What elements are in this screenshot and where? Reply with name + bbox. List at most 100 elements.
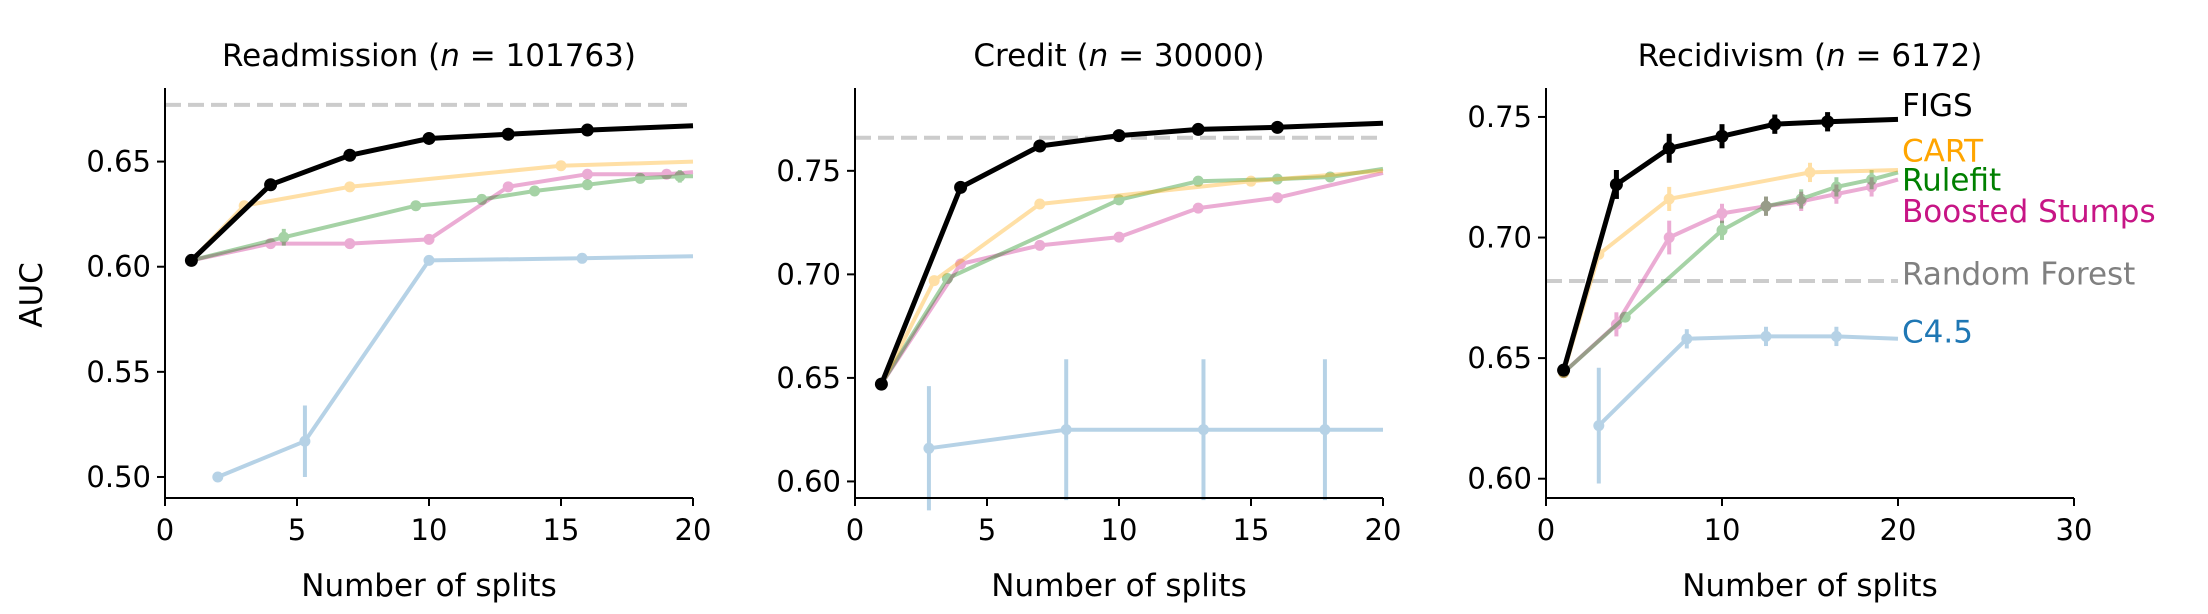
series-figs (874, 120, 1384, 391)
data-point (501, 127, 515, 141)
data-point (1866, 181, 1878, 193)
legend-random-forest: Random Forest (1902, 257, 2135, 293)
data-point (212, 471, 224, 483)
x-tick-label: 5 (288, 513, 306, 547)
y-tick-label: 0.65 (1467, 341, 1532, 375)
y-tick-label: 0.65 (776, 361, 841, 395)
series-line-c4-5 (217, 254, 694, 479)
data-point (1113, 194, 1125, 206)
data-point (581, 179, 593, 191)
data-point (576, 252, 588, 264)
data-point (1662, 141, 1676, 155)
x-tick-label: 20 (1880, 513, 1917, 547)
data-point (423, 254, 435, 266)
data-point (264, 178, 278, 192)
data-point (1112, 129, 1126, 143)
series-line-boosted-stumps (879, 170, 1384, 386)
data-point (410, 200, 422, 212)
data-point (1795, 195, 1807, 207)
data-point (923, 442, 935, 454)
data-point (1681, 333, 1693, 345)
series-line-cart (879, 168, 1384, 386)
data-point (423, 233, 435, 245)
chart-title: Readmission (n = 101763) (222, 38, 636, 74)
data-point (580, 123, 594, 137)
data-point (1610, 318, 1622, 330)
data-point (1619, 311, 1631, 323)
x-tick-label: 15 (543, 513, 580, 547)
data-point (1795, 193, 1807, 205)
data-point (1663, 193, 1675, 205)
legend-figs: FIGS (1902, 88, 1973, 124)
data-point (1060, 424, 1072, 436)
data-point (422, 131, 436, 145)
legend-c4-5: C4.5 (1902, 315, 1973, 351)
data-point (928, 275, 940, 287)
data-point (344, 181, 356, 193)
chart-title: Credit (n = 30000) (973, 38, 1264, 74)
x-axis-label: Number of splits (301, 568, 556, 604)
series-line-figs (879, 120, 1384, 386)
legend-boosted-stumps: Boosted Stumps (1902, 194, 2156, 230)
series-line-c4-5 (1597, 334, 1899, 428)
data-point (1271, 173, 1283, 185)
data-point (1609, 177, 1623, 191)
data-point (1715, 129, 1729, 143)
data-point (1557, 363, 1571, 377)
x-tick-label: 0 (156, 513, 174, 547)
data-point (1593, 420, 1605, 432)
data-point (1768, 117, 1782, 131)
data-point (1866, 174, 1878, 186)
data-point (1830, 188, 1842, 200)
chart-panels: Readmission (n = 101763) 0 5 10 15 20 0.50 0.55… (86, 38, 2155, 604)
x-tick-label: 0 (1537, 513, 1555, 547)
data-point (1033, 139, 1047, 153)
chart-title: Recidivism (n = 6172) (1638, 38, 1983, 74)
data-point (1760, 330, 1772, 342)
data-point (1192, 202, 1204, 214)
data-point (1192, 175, 1204, 187)
chart-panel-2: Credit (n = 30000) 0 5 10 15 20 0.60 0.65 0.70 0.… (776, 38, 1401, 604)
data-point (529, 185, 541, 197)
data-point (1821, 115, 1835, 129)
data-point (265, 238, 277, 250)
data-point (1760, 200, 1772, 212)
data-point (1270, 120, 1284, 134)
y-tick-label: 0.60 (776, 464, 841, 498)
data-point (1034, 198, 1046, 210)
y-tick-label: 0.70 (776, 257, 841, 291)
data-point (344, 238, 356, 250)
legend-rulefit: Rulefit (1902, 163, 2001, 199)
series-line-boosted-stumps (1562, 177, 1899, 375)
data-point (278, 231, 290, 243)
data-point (1663, 232, 1675, 244)
x-tick-label: 10 (1101, 513, 1138, 547)
data-point (343, 148, 357, 162)
series-boosted-stumps (875, 170, 1384, 390)
y-tick-label: 0.75 (776, 154, 841, 188)
data-point (1245, 175, 1257, 187)
data-point (954, 180, 968, 194)
data-point (1760, 200, 1772, 212)
y-tick-label: 0.65 (86, 145, 151, 179)
series-boosted-stumps (185, 168, 694, 266)
series-line-rulefit (879, 166, 1384, 386)
data-point (1830, 330, 1842, 342)
x-tick-label: 30 (2056, 513, 2093, 547)
series-c4-5 (923, 359, 1383, 511)
x-tick-label: 0 (846, 513, 864, 547)
data-point (941, 273, 953, 285)
data-point (1271, 192, 1283, 204)
data-point (1324, 171, 1336, 183)
y-axis-label: AUC (14, 262, 50, 328)
x-axis-label: Number of splits (1682, 568, 1937, 604)
y-tick-label: 0.75 (1467, 100, 1532, 134)
y-tick-label: 0.50 (86, 460, 151, 494)
chart-panel-3: Recidivism (n = 6172) 0 10 20 30 0.60 0.65 0.70… (1467, 38, 2155, 604)
x-tick-label: 20 (1365, 513, 1402, 547)
y-tick-label: 0.55 (86, 355, 151, 389)
x-tick-label: 15 (1233, 513, 1270, 547)
data-point (299, 435, 311, 447)
data-point (1319, 424, 1331, 436)
